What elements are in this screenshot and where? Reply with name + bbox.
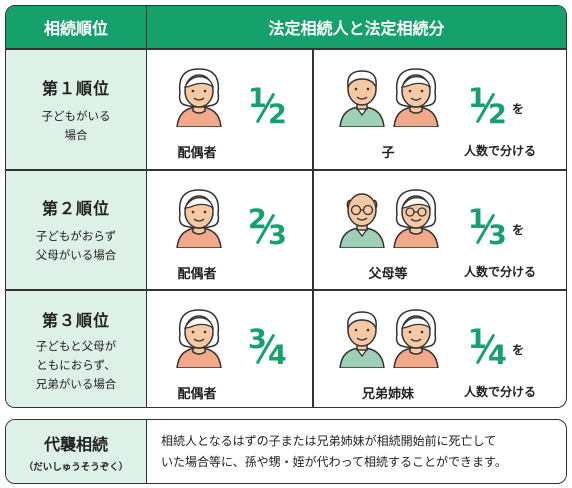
heir-person-icon [339, 70, 385, 127]
footer-line: 相続人となるはずの子または兄弟姉妹が相続開始前に死亡して [161, 434, 497, 448]
rank-cell-2: 第２順位 子どもがおらず 父母がいる場合 [6, 171, 147, 289]
spouse-label: 配偶者 [177, 146, 217, 161]
row-divider [6, 169, 566, 171]
split-text: 人数で分ける [464, 265, 537, 279]
spouse-person-icon [176, 68, 222, 127]
heir-share-fraction: 1 2 [466, 83, 507, 130]
row-divider [6, 289, 566, 291]
fraction-denominator: 2 [268, 99, 287, 130]
header-heirs: 法定相続人と法定相続分 [147, 6, 566, 48]
inheritance-table: 相続順位 法定相続人と法定相続分 第１順位 子どもがいる 場合 第２順位 子ども… [5, 5, 567, 408]
spouse-label: 配偶者 [177, 387, 217, 402]
fraction-numerator: 2 [248, 204, 267, 235]
spouse-share-fraction: 2 3 [246, 204, 287, 251]
column-divider [312, 50, 314, 407]
fraction-denominator: 3 [268, 220, 287, 251]
split-particle: を [512, 102, 525, 116]
rank-cell-1: 第１順位 子どもがいる 場合 [6, 50, 147, 169]
split-text: 人数で分ける [464, 144, 537, 158]
footer-text: 相続人となるはずの子または兄弟姉妹が相続開始前に死亡して いた場合等に、孫や甥・… [161, 431, 556, 473]
rank-desc: 子どもがいる [41, 108, 111, 123]
fraction-numerator: 1 [468, 83, 487, 114]
footer-box: 代襲相続 （だいしゅうそうぞく） 相続人となるはずの子または兄弟姉妹が相続開始前… [5, 419, 567, 484]
rank-desc: 父母がいる場合 [35, 248, 117, 262]
footer-line: いた場合等に、孫や甥・姪が代わって相続することができます。 [161, 455, 507, 469]
rank-title: 第２順位 [41, 199, 110, 218]
rank-desc: 兄弟がいる場合 [35, 376, 117, 391]
rank-desc: 場合 [64, 127, 88, 142]
rank-desc: 子どもと父母が [35, 338, 117, 353]
spouse-person-icon [393, 68, 439, 127]
footer-reading: （だいしゅうそうぞく） [23, 461, 129, 473]
row-divider [6, 48, 566, 50]
heir-share-fraction: 1 4 [466, 324, 507, 371]
spouse-share-fraction: 1 2 [246, 83, 287, 130]
rank-cell-3: 第３順位 子どもと父母が ともにおらず、 兄弟がいる場合 [6, 291, 147, 407]
heir-person-icon [339, 311, 385, 368]
rank-title: 第１順位 [41, 78, 110, 98]
header-rank: 相続順位 [6, 6, 147, 48]
rank-desc: 子どもがおらず [35, 229, 117, 243]
rank-desc: ともにおらず、 [36, 357, 116, 372]
fraction-numerator: 3 [248, 324, 267, 355]
spouse-label: 配偶者 [177, 267, 217, 282]
split-particle: を [512, 223, 525, 237]
fraction-denominator: 4 [488, 340, 507, 371]
heir-label: 子 [381, 146, 395, 161]
heir-label: 父母等 [368, 267, 408, 282]
spouse-person-icon [393, 189, 439, 248]
spouse-person-icon [176, 189, 222, 248]
spouse-person-icon [393, 309, 439, 368]
footer-title: 代襲相続 [43, 434, 108, 454]
fraction-numerator: 1 [248, 83, 267, 114]
split-text: 人数で分ける [464, 385, 537, 399]
fraction-denominator: 4 [268, 340, 287, 371]
fraction-denominator: 2 [488, 99, 507, 130]
spouse-person-icon [176, 309, 222, 368]
spouse-share-fraction: 3 4 [246, 324, 287, 371]
footer-title-cell: 代襲相続 （だいしゅうそうぞく） [6, 420, 147, 483]
heir-person-icon [339, 193, 385, 248]
fraction-numerator: 1 [468, 204, 487, 235]
heir-share-fraction: 1 3 [466, 204, 507, 251]
fraction-numerator: 1 [468, 324, 487, 355]
heir-label: 兄弟姉妹 [361, 387, 414, 402]
rank-title: 第３順位 [41, 310, 110, 330]
split-particle: を [512, 343, 525, 357]
fraction-denominator: 3 [488, 220, 507, 251]
